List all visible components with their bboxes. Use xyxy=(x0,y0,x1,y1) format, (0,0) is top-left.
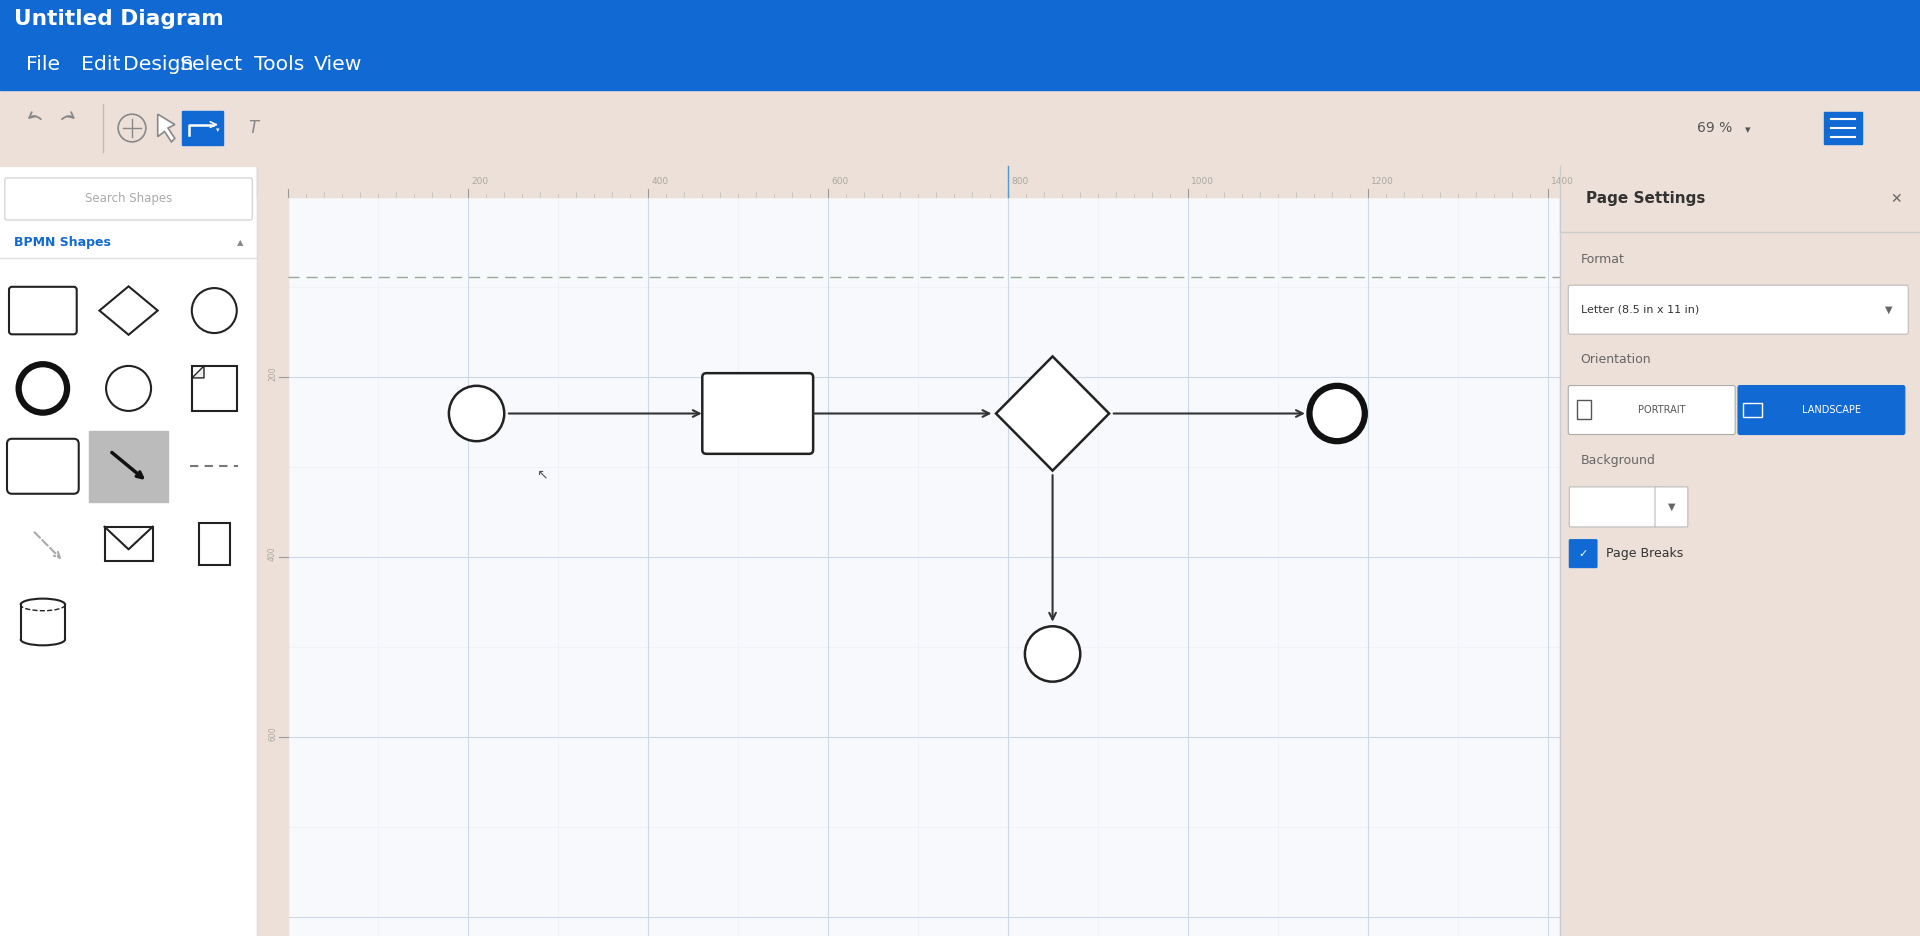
Text: View: View xyxy=(313,54,363,74)
Text: Tools: Tools xyxy=(253,54,303,74)
Text: ▲: ▲ xyxy=(236,238,244,247)
Text: 400: 400 xyxy=(651,177,668,186)
Text: 1000: 1000 xyxy=(1192,177,1215,186)
Bar xyxy=(257,166,288,197)
FancyBboxPatch shape xyxy=(6,178,252,220)
Text: 800: 800 xyxy=(1012,177,1029,186)
Bar xyxy=(88,431,167,502)
Text: File: File xyxy=(25,54,60,74)
Text: LANDSCAPE: LANDSCAPE xyxy=(1803,405,1860,415)
Bar xyxy=(257,166,288,936)
Bar xyxy=(182,110,223,145)
Text: ▾: ▾ xyxy=(215,126,219,133)
Bar xyxy=(104,527,152,562)
Bar xyxy=(0,0,1920,90)
Text: T: T xyxy=(250,119,259,137)
Polygon shape xyxy=(996,357,1110,471)
Bar xyxy=(200,523,230,565)
Text: Design: Design xyxy=(123,54,194,74)
Text: ▼: ▼ xyxy=(1668,502,1674,512)
Polygon shape xyxy=(157,114,175,142)
Bar xyxy=(0,166,257,936)
FancyBboxPatch shape xyxy=(1569,540,1597,567)
FancyBboxPatch shape xyxy=(1569,285,1908,334)
Text: 200: 200 xyxy=(269,367,276,381)
Bar xyxy=(1559,166,1920,232)
Text: Search Shapes: Search Shapes xyxy=(84,193,173,206)
Text: ↖: ↖ xyxy=(536,467,547,481)
Bar xyxy=(192,366,236,411)
Text: 600: 600 xyxy=(831,177,849,186)
Text: BPMN Shapes: BPMN Shapes xyxy=(13,236,111,249)
Text: Orientation: Orientation xyxy=(1580,354,1651,366)
Text: ▾: ▾ xyxy=(1745,124,1751,135)
Text: 1400: 1400 xyxy=(1551,177,1574,186)
Text: ▼: ▼ xyxy=(1885,305,1893,314)
Text: 69 %: 69 % xyxy=(1697,121,1732,135)
Text: Page Breaks: Page Breaks xyxy=(1607,548,1684,560)
Polygon shape xyxy=(192,366,204,378)
Text: PORTRAIT: PORTRAIT xyxy=(1638,405,1686,415)
Text: Edit: Edit xyxy=(81,54,121,74)
FancyBboxPatch shape xyxy=(10,286,77,334)
Bar xyxy=(1576,400,1592,418)
Text: Untitled Diagram: Untitled Diagram xyxy=(13,9,223,29)
Text: Page Settings: Page Settings xyxy=(1586,192,1705,207)
Circle shape xyxy=(449,386,505,441)
Text: 400: 400 xyxy=(269,547,276,561)
Circle shape xyxy=(1309,386,1365,441)
Bar xyxy=(0,90,1920,166)
Text: 200: 200 xyxy=(472,177,488,186)
Text: Format: Format xyxy=(1580,253,1624,266)
Text: Select: Select xyxy=(180,54,244,74)
Text: ✓: ✓ xyxy=(1578,548,1588,559)
Bar xyxy=(1743,403,1763,417)
FancyBboxPatch shape xyxy=(1655,487,1688,527)
Circle shape xyxy=(106,366,152,411)
Text: Letter (8.5 in x 11 in): Letter (8.5 in x 11 in) xyxy=(1580,305,1699,314)
Circle shape xyxy=(19,364,67,413)
Circle shape xyxy=(192,288,236,333)
Text: 600: 600 xyxy=(269,726,276,741)
Bar xyxy=(288,197,1559,936)
Text: 1200: 1200 xyxy=(1371,177,1394,186)
FancyBboxPatch shape xyxy=(1569,386,1736,434)
Polygon shape xyxy=(100,286,157,335)
FancyBboxPatch shape xyxy=(1738,386,1905,434)
Text: ✕: ✕ xyxy=(1889,192,1903,206)
Bar xyxy=(1559,166,1920,936)
Bar xyxy=(1824,112,1862,143)
Bar xyxy=(257,166,1559,197)
FancyBboxPatch shape xyxy=(703,373,814,454)
FancyBboxPatch shape xyxy=(8,439,79,494)
Circle shape xyxy=(1025,626,1081,681)
Text: Background: Background xyxy=(1580,454,1655,467)
FancyBboxPatch shape xyxy=(1569,487,1657,527)
